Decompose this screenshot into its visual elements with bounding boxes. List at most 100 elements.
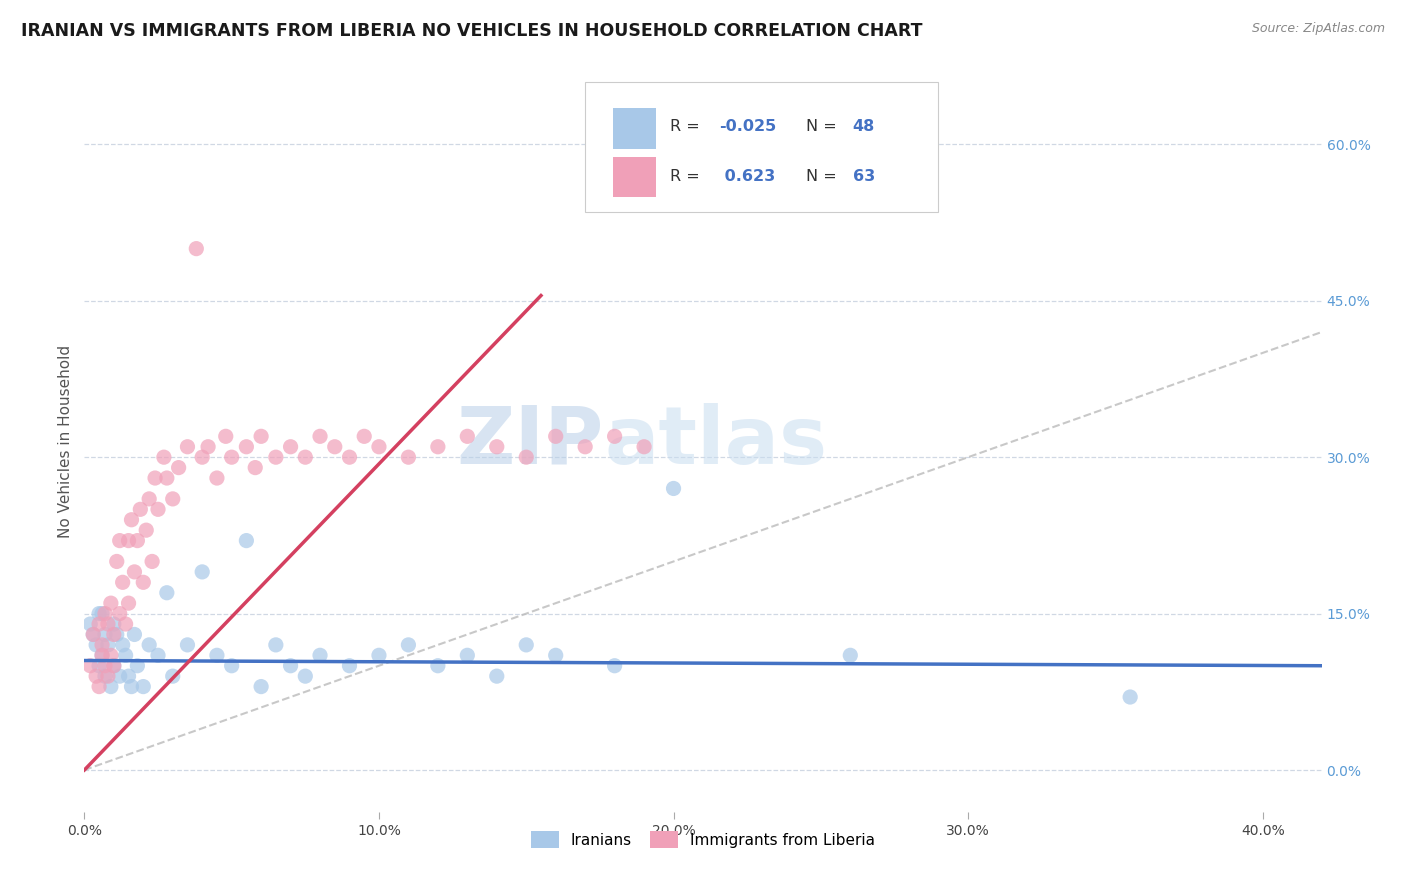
Point bbox=[79, 617, 101, 632]
Point bbox=[117, 596, 139, 610]
FancyBboxPatch shape bbox=[613, 109, 657, 149]
Point bbox=[162, 669, 184, 683]
Point bbox=[138, 491, 160, 506]
Text: ZIP: ZIP bbox=[457, 402, 605, 481]
Point bbox=[141, 554, 163, 568]
Point bbox=[94, 669, 117, 683]
Point bbox=[108, 669, 131, 683]
Point bbox=[103, 627, 125, 641]
Text: -0.025: -0.025 bbox=[718, 120, 776, 135]
Point bbox=[235, 533, 257, 548]
Point bbox=[91, 638, 114, 652]
Text: 63: 63 bbox=[852, 169, 875, 184]
Point bbox=[280, 658, 302, 673]
Point bbox=[117, 669, 139, 683]
Legend: Iranians, Immigrants from Liberia: Iranians, Immigrants from Liberia bbox=[523, 823, 883, 856]
Point bbox=[456, 648, 478, 663]
Point bbox=[294, 669, 316, 683]
Point bbox=[111, 575, 134, 590]
Point bbox=[662, 482, 685, 496]
Point bbox=[426, 658, 449, 673]
Point bbox=[250, 429, 273, 443]
Point bbox=[396, 450, 419, 465]
Point bbox=[103, 658, 125, 673]
Point bbox=[176, 440, 198, 454]
Text: R =: R = bbox=[669, 169, 704, 184]
Point bbox=[245, 460, 267, 475]
Point bbox=[264, 638, 287, 652]
Point bbox=[82, 627, 104, 641]
Point bbox=[121, 513, 143, 527]
Point bbox=[309, 429, 332, 443]
Point bbox=[633, 440, 655, 454]
Point bbox=[100, 680, 122, 694]
Point bbox=[339, 450, 361, 465]
Point bbox=[221, 658, 243, 673]
Point bbox=[176, 638, 198, 652]
Point bbox=[323, 440, 346, 454]
Point bbox=[368, 648, 391, 663]
Point bbox=[250, 680, 273, 694]
Point bbox=[396, 638, 419, 652]
Point bbox=[309, 648, 332, 663]
Point bbox=[186, 242, 208, 256]
Point bbox=[515, 638, 537, 652]
Point bbox=[79, 658, 101, 673]
Point bbox=[280, 440, 302, 454]
Point bbox=[215, 429, 238, 443]
Point bbox=[205, 648, 228, 663]
Y-axis label: No Vehicles in Household: No Vehicles in Household bbox=[58, 345, 73, 538]
Point bbox=[94, 627, 117, 641]
Point bbox=[353, 429, 375, 443]
Point bbox=[515, 450, 537, 465]
Point bbox=[127, 658, 149, 673]
Point bbox=[138, 638, 160, 652]
Point bbox=[91, 648, 114, 663]
Point bbox=[82, 627, 104, 641]
Point bbox=[97, 617, 120, 632]
Point bbox=[191, 450, 214, 465]
Point bbox=[603, 658, 626, 673]
Point bbox=[156, 471, 179, 485]
Point bbox=[100, 596, 122, 610]
Point bbox=[111, 638, 134, 652]
Point bbox=[87, 617, 110, 632]
Point bbox=[544, 429, 567, 443]
Text: 48: 48 bbox=[852, 120, 875, 135]
Point bbox=[91, 648, 114, 663]
Point bbox=[84, 638, 107, 652]
Point bbox=[485, 440, 508, 454]
Point bbox=[339, 658, 361, 673]
Point bbox=[1119, 690, 1142, 704]
Point bbox=[105, 627, 128, 641]
Point bbox=[94, 607, 117, 621]
Point bbox=[426, 440, 449, 454]
Text: 0.623: 0.623 bbox=[718, 169, 775, 184]
Point bbox=[235, 440, 257, 454]
Point bbox=[103, 617, 125, 632]
Point bbox=[156, 586, 179, 600]
Point bbox=[197, 440, 219, 454]
Point bbox=[97, 638, 120, 652]
Point bbox=[129, 502, 152, 516]
Point bbox=[221, 450, 243, 465]
Point bbox=[87, 658, 110, 673]
Point bbox=[124, 627, 146, 641]
Point bbox=[121, 680, 143, 694]
Point bbox=[132, 575, 155, 590]
Text: N =: N = bbox=[806, 120, 842, 135]
Point bbox=[94, 658, 117, 673]
Point bbox=[91, 607, 114, 621]
Text: N =: N = bbox=[806, 169, 842, 184]
Point bbox=[114, 648, 136, 663]
Point bbox=[132, 680, 155, 694]
Text: IRANIAN VS IMMIGRANTS FROM LIBERIA NO VEHICLES IN HOUSEHOLD CORRELATION CHART: IRANIAN VS IMMIGRANTS FROM LIBERIA NO VE… bbox=[21, 22, 922, 40]
Text: R =: R = bbox=[669, 120, 704, 135]
Point bbox=[294, 450, 316, 465]
Point bbox=[124, 565, 146, 579]
Point bbox=[146, 502, 169, 516]
Point bbox=[191, 565, 214, 579]
Point bbox=[100, 648, 122, 663]
Point bbox=[368, 440, 391, 454]
FancyBboxPatch shape bbox=[613, 156, 657, 197]
